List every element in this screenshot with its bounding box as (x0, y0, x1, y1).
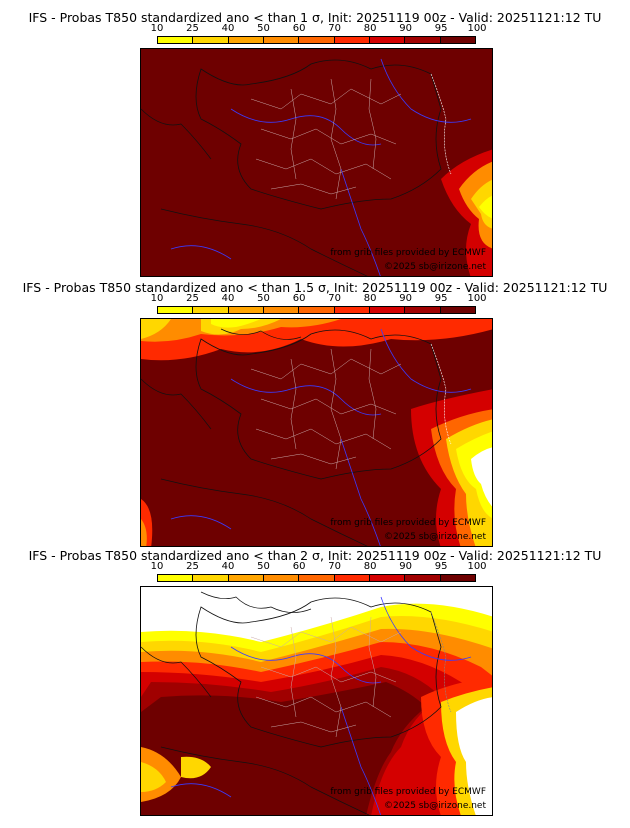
colorbar (157, 574, 476, 582)
colorbar-tick: 40 (221, 293, 235, 304)
colorbar-swatch (369, 37, 406, 43)
map-panel-1: IFS - Probas T850 standardized ano < tha… (0, 0, 630, 278)
colorbar-swatch (299, 307, 335, 313)
colorbar-swatch (158, 575, 194, 581)
colorbar-swatch (299, 575, 335, 581)
colorbar-tick: 10 (150, 561, 164, 572)
colorbar-swatch (334, 37, 370, 43)
colorbar-tick: 100 (467, 23, 487, 34)
colorbar-swatch (263, 37, 300, 43)
colorbar-swatch (228, 37, 264, 43)
panel-title: IFS - Probas T850 standardized ano < tha… (28, 10, 602, 25)
panel-title: IFS - Probas T850 standardized ano < tha… (28, 548, 602, 563)
colorbar-tick: 90 (399, 293, 412, 304)
colorbar-swatch (299, 37, 335, 43)
colorbar-tick: 25 (186, 293, 199, 304)
colorbar-tick: 60 (292, 23, 306, 34)
data-source-credit: from grib files provided by ECMWF (330, 518, 486, 528)
colorbar-tick: 100 (467, 561, 487, 572)
colorbar-swatch (228, 575, 264, 581)
map-canvas (141, 49, 492, 276)
colorbar-tick: 70 (328, 561, 341, 572)
colorbar-tick: 40 (221, 561, 235, 572)
colorbar-swatch (440, 37, 475, 43)
colorbar-tick: 40 (221, 23, 235, 34)
colorbar-swatch (158, 307, 194, 313)
colorbar-tick: 60 (292, 561, 306, 572)
colorbar-swatch (369, 575, 406, 581)
probability-map: from grib files provided by ECMWF ©2025 … (140, 586, 493, 816)
colorbar-swatch (405, 307, 441, 313)
colorbar-swatch (334, 575, 370, 581)
colorbar-tick: 80 (363, 23, 377, 34)
colorbar-tick: 80 (363, 561, 377, 572)
copyright-credit: ©2025 sb@irizone.net (384, 801, 486, 811)
colorbar-swatch (405, 37, 441, 43)
copyright-credit: ©2025 sb@irizone.net (384, 262, 486, 272)
colorbar-swatch (440, 575, 475, 581)
colorbar-swatch (263, 575, 300, 581)
colorbar-tick: 10 (150, 23, 164, 34)
map-panel-3: IFS - Probas T850 standardized ano < tha… (0, 538, 630, 823)
colorbar (157, 36, 476, 44)
colorbar-tick: 70 (328, 293, 341, 304)
colorbar-swatch (158, 37, 194, 43)
probability-map: from grib files provided by ECMWF ©2025 … (140, 318, 493, 547)
colorbar-swatch (193, 575, 229, 581)
panel-title: IFS - Probas T850 standardized ano < tha… (22, 280, 608, 295)
map-canvas (141, 319, 492, 546)
colorbar-tick: 95 (434, 23, 448, 34)
colorbar-labels: 10 25 40 50 60 70 80 90 95 100 (151, 23, 487, 35)
data-source-credit: from grib files provided by ECMWF (330, 248, 486, 258)
data-source-credit: from grib files provided by ECMWF (330, 787, 486, 797)
map-canvas (141, 587, 492, 815)
colorbar-swatch (193, 307, 229, 313)
colorbar-swatch (369, 307, 406, 313)
colorbar-tick: 95 (434, 293, 448, 304)
colorbar-tick: 60 (292, 293, 306, 304)
colorbar-swatch (263, 307, 300, 313)
colorbar-tick: 50 (257, 23, 270, 34)
map-panel-2: IFS - Probas T850 standardized ano < tha… (0, 270, 630, 548)
colorbar-swatch (228, 307, 264, 313)
colorbar-tick: 50 (257, 293, 270, 304)
colorbar (157, 306, 476, 314)
colorbar-swatch (405, 575, 441, 581)
colorbar-tick: 50 (257, 561, 270, 572)
copyright-credit: ©2025 sb@irizone.net (384, 532, 486, 542)
colorbar-labels: 10 25 40 50 60 70 80 90 95 100 (151, 561, 487, 573)
colorbar-swatch (193, 37, 229, 43)
colorbar-tick: 90 (399, 561, 412, 572)
colorbar-swatch (334, 307, 370, 313)
probability-map: from grib files provided by ECMWF ©2025 … (140, 48, 493, 277)
colorbar-tick: 25 (186, 561, 199, 572)
colorbar-tick: 95 (434, 561, 448, 572)
colorbar-tick: 100 (467, 293, 487, 304)
colorbar-tick: 10 (150, 293, 164, 304)
colorbar-tick: 80 (363, 293, 377, 304)
colorbar-labels: 10 25 40 50 60 70 80 90 95 100 (151, 293, 487, 305)
colorbar-swatch (440, 307, 475, 313)
colorbar-tick: 70 (328, 23, 341, 34)
colorbar-tick: 25 (186, 23, 199, 34)
colorbar-tick: 90 (399, 23, 412, 34)
